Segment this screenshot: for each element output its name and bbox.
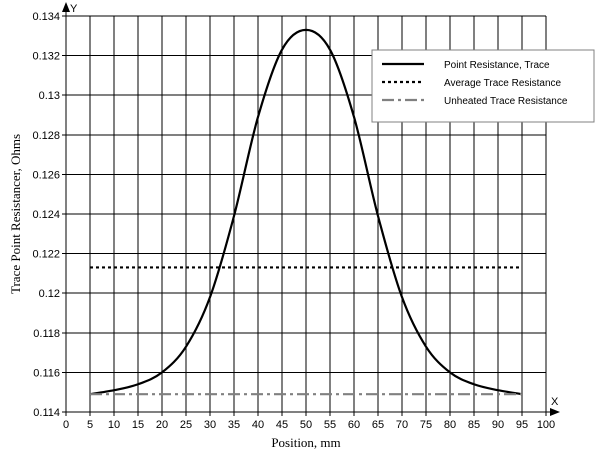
x-tick-label: 100: [537, 419, 555, 431]
y-tick-label: 0.128: [32, 130, 60, 142]
x-tick-label: 80: [444, 419, 456, 431]
legend-box: [371, 49, 595, 123]
legend-label-1: Point Resistance, Trace: [444, 60, 550, 71]
series-line-1: [89, 28, 523, 396]
legend-label-3: Unheated Trace Resistance: [444, 96, 568, 107]
x-tick-label: 95: [516, 419, 528, 431]
x-tick-label: 35: [228, 419, 240, 431]
x-tick-label: 25: [180, 419, 192, 431]
y-tick-label: 0.126: [32, 169, 60, 181]
y-axis-letter: Y: [70, 3, 78, 15]
x-tick-label: 55: [324, 419, 336, 431]
y-tick-label: 0.122: [32, 249, 60, 261]
x-axis-title: Position, mm: [271, 435, 340, 450]
series: [89, 28, 523, 396]
y-tick-label: 0.13: [39, 90, 60, 102]
y-tick-label: 0.118: [33, 328, 60, 340]
tick-labels: 0 5 10 15 20 25 30 35 40 45 50 55 60 65 70 75 80 85 90 95 10…: [32, 11, 555, 431]
x-tick-label: 60: [348, 419, 360, 431]
x-tick-label: 50: [300, 419, 312, 431]
x-tick-label: 20: [156, 419, 168, 431]
y-tick-label: 0.116: [33, 367, 60, 379]
x-tick-label: 5: [87, 419, 93, 431]
x-tick-label: 90: [492, 419, 504, 431]
legend: Point Resistance, Trace Average Trace Res…: [371, 49, 595, 123]
y-axis-arrow: [62, 2, 70, 12]
x-tick-label: 65: [372, 419, 384, 431]
y-tick-label: 0.132: [32, 51, 60, 63]
x-tick-label: 10: [108, 419, 120, 431]
x-axis-arrow: [550, 408, 560, 416]
y-tick-label: 0.124: [32, 209, 60, 221]
y-tick-label: 0.12: [39, 288, 60, 300]
x-tick-label: 75: [420, 419, 432, 431]
y-tick-label: 0.134: [32, 11, 60, 23]
x-tick-label: 70: [396, 419, 408, 431]
x-tick-label: 45: [276, 419, 288, 431]
x-tick-label: 40: [252, 419, 264, 431]
x-tick-label: 30: [204, 419, 216, 431]
x-tick-label: 85: [468, 419, 480, 431]
x-tick-label: 0: [63, 419, 69, 431]
y-axis-title: Trace Point Resistancer, Ohms: [8, 134, 23, 294]
x-axis-letter: X: [551, 396, 559, 408]
axes: [62, 2, 560, 416]
x-tick-label: 15: [132, 419, 144, 431]
legend-label-2: Average Trace Resistance: [444, 78, 562, 89]
y-tick-label: 0.114: [33, 407, 60, 419]
